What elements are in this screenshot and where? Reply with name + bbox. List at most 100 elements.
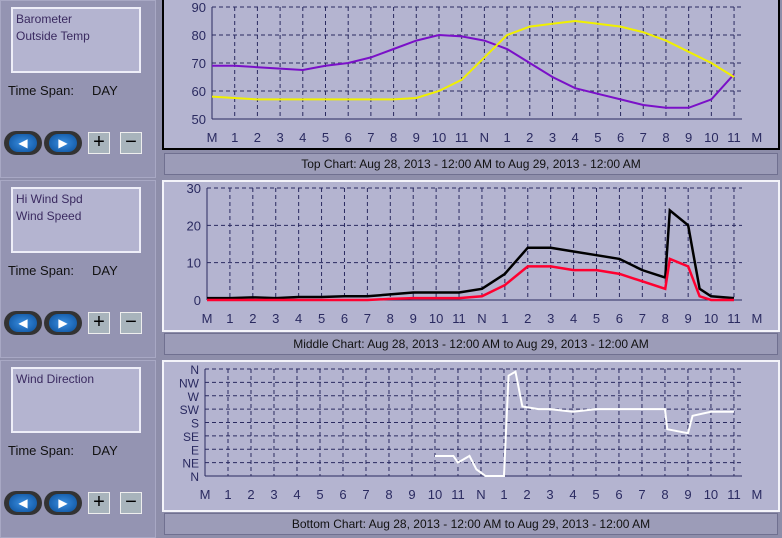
x-tick-label: 8 [390,130,397,145]
x-tick-label: 2 [523,487,530,502]
next-button[interactable]: ▶ [44,311,82,335]
zoom-out-button[interactable]: − [120,132,142,154]
x-tick-label: 7 [364,311,371,326]
x-tick-label: 1 [226,311,233,326]
x-tick-label: 4 [293,487,300,502]
zoom-in-button[interactable]: + [88,312,110,334]
time-span-value[interactable]: DAY [92,83,118,98]
x-tick-label: 8 [662,130,669,145]
x-tick-label: 4 [569,487,576,502]
x-tick-label: 9 [413,130,420,145]
control-panel: Hi Wind Spd Wind Speed Time Span: DAY ◀ ▶… [0,180,156,358]
x-tick-label: 8 [661,487,668,502]
zoom-in-button[interactable]: + [88,492,110,514]
zoom-in-button[interactable]: + [88,132,110,154]
x-tick-label: 10 [432,130,446,145]
arrow-right-icon: ▶ [49,134,77,152]
time-span: Time Span: DAY [8,443,118,458]
x-tick-label: 3 [276,130,283,145]
zoom-out-button[interactable]: − [120,492,142,514]
x-tick-label: 9 [410,311,417,326]
x-tick-label: 5 [318,311,325,326]
legend-box: Wind Direction [11,367,141,433]
x-tick-label: 11 [452,311,466,326]
y-tick-label: 30 [187,181,201,196]
x-tick-label: 11 [451,487,465,502]
x-tick-label: 6 [345,130,352,145]
x-tick-label: 3 [270,487,277,502]
x-tick-label: 1 [501,311,508,326]
y-tick-label: 0 [194,293,201,308]
x-tick-label: N [480,130,489,145]
x-tick-label: M [752,487,763,502]
x-tick-label: 4 [570,311,577,326]
x-tick-label: 7 [640,130,647,145]
arrow-left-icon: ◀ [9,134,37,152]
chart-caption: Bottom Chart: Aug 28, 2013 - 12:00 AM to… [164,513,778,535]
x-tick-label: 4 [299,130,306,145]
series-line-wind-speed [207,257,734,302]
x-tick-label: 1 [224,487,231,502]
x-tick-label: 2 [526,130,533,145]
x-tick-label: 4 [295,311,302,326]
time-span-value[interactable]: DAY [92,263,118,278]
y-tick-label: 70 [192,56,206,71]
x-tick-label: N [476,487,485,502]
arrow-right-icon: ▶ [49,494,77,512]
x-tick-label: 10 [704,311,718,326]
legend-item: Wind Direction [16,372,95,386]
time-span-value[interactable]: DAY [92,443,118,458]
legend-item: Hi Wind Spd [16,192,83,206]
series-line-wind-direction [434,370,734,477]
x-tick-label: N [477,311,486,326]
y-tick-label: NW [179,376,200,390]
x-tick-label: 3 [547,311,554,326]
x-tick-label: 4 [572,130,579,145]
y-tick-label: 20 [187,218,201,233]
legend-item: Outside Temp [16,29,90,43]
x-tick-label: 9 [408,487,415,502]
y-tick-label: 60 [192,84,206,99]
legend-item: Barometer [16,12,73,26]
y-tick-label: E [191,443,199,457]
series-line-hi-wind-spd [207,207,735,300]
chart-caption: Middle Chart: Aug 28, 2013 - 12:00 AM to… [164,333,778,355]
x-tick-label: 5 [316,487,323,502]
series-line-barometer [212,33,735,109]
previous-button[interactable]: ◀ [4,491,42,515]
previous-button[interactable]: ◀ [4,311,42,335]
y-tick-label: SW [180,403,200,417]
x-tick-label: 9 [685,311,692,326]
legend-box: Barometer Outside Temp [11,7,141,73]
time-span: Time Span: DAY [8,263,118,278]
y-tick-label: N [190,470,199,484]
y-tick-label: NE [182,457,199,471]
x-tick-label: 3 [272,311,279,326]
y-tick-label: N [190,363,199,377]
y-tick-label: 50 [192,112,206,127]
x-tick-label: 3 [546,487,553,502]
y-tick-label: W [188,390,200,404]
x-tick-label: 1 [231,130,238,145]
y-tick-label: S [191,417,199,431]
next-button[interactable]: ▶ [44,491,82,515]
x-tick-label: 10 [704,487,718,502]
chart-area[interactable] [162,180,780,332]
x-tick-label: M [202,311,213,326]
x-tick-label: 11 [455,130,469,145]
x-tick-label: M [751,311,762,326]
x-tick-label: 2 [249,311,256,326]
time-span-label: Time Span: [8,83,74,98]
chart-area[interactable] [162,0,780,150]
time-span-label: Time Span: [8,443,74,458]
x-tick-label: 6 [339,487,346,502]
legend-item: Wind Speed [16,209,82,223]
x-tick-label: 6 [616,311,623,326]
previous-button[interactable]: ◀ [4,131,42,155]
zoom-out-button[interactable]: − [120,312,142,334]
x-tick-label: 9 [685,130,692,145]
x-tick-label: 1 [503,130,510,145]
next-button[interactable]: ▶ [44,131,82,155]
x-tick-label: 5 [594,130,601,145]
chart-caption: Top Chart: Aug 28, 2013 - 12:00 AM to Au… [164,153,778,175]
